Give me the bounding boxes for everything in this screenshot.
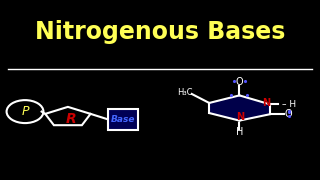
- Text: Base: Base: [110, 115, 135, 124]
- Text: – H: – H: [282, 100, 296, 109]
- Text: H₃C: H₃C: [177, 88, 193, 97]
- Bar: [108, 109, 138, 130]
- Text: N: N: [262, 98, 270, 108]
- Text: H: H: [236, 127, 243, 137]
- Text: R: R: [66, 112, 76, 126]
- Text: P: P: [21, 105, 29, 118]
- Text: O: O: [236, 77, 243, 87]
- Polygon shape: [209, 95, 269, 121]
- Text: O: O: [285, 109, 292, 119]
- Text: Nitrogenous Bases: Nitrogenous Bases: [35, 20, 285, 44]
- Text: N: N: [236, 112, 244, 122]
